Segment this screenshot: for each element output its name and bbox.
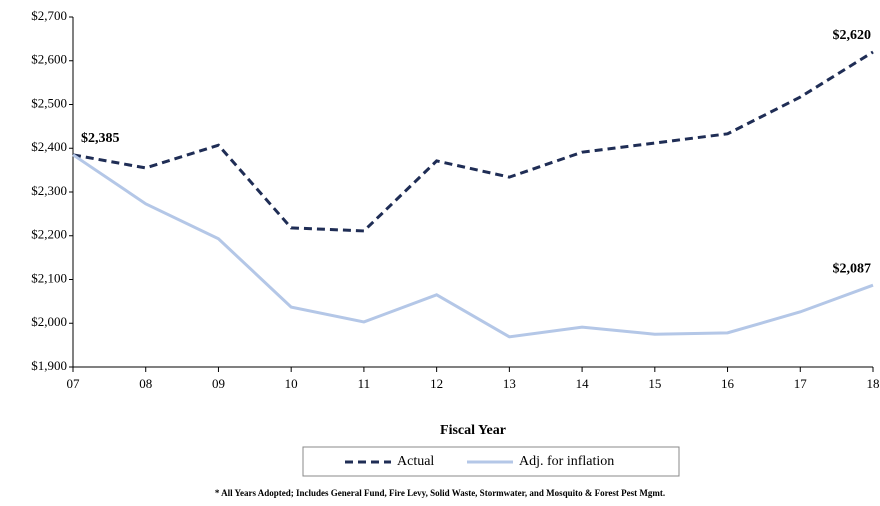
x-tick-label: 09 xyxy=(212,376,225,391)
x-tick-label: 16 xyxy=(721,376,735,391)
series-line xyxy=(72,50,874,233)
x-tick-label: 17 xyxy=(794,376,808,391)
y-tick-label: $1,900 xyxy=(31,358,67,373)
data-label: $2,620 xyxy=(833,28,872,43)
x-tick-label: 10 xyxy=(285,376,298,391)
y-tick-label: $2,000 xyxy=(31,314,67,329)
legend-label: Adj. for inflation xyxy=(519,454,614,469)
x-tick-label: 15 xyxy=(648,376,661,391)
data-label: $2,087 xyxy=(833,261,872,276)
x-tick-label: 07 xyxy=(67,376,81,391)
x-axis-title: Fiscal Year xyxy=(440,423,506,438)
x-tick-label: 08 xyxy=(139,376,152,391)
y-tick-label: $2,600 xyxy=(31,52,67,67)
x-tick-label: 13 xyxy=(503,376,516,391)
y-tick-label: $2,300 xyxy=(31,183,67,198)
y-tick-label: $2,400 xyxy=(31,139,67,154)
x-tick-label: 18 xyxy=(867,376,880,391)
y-tick-label: $2,500 xyxy=(31,95,67,110)
y-tick-label: $2,700 xyxy=(31,8,67,23)
x-tick-label: 12 xyxy=(430,376,443,391)
data-label: $2,385 xyxy=(81,131,120,146)
series-line xyxy=(72,153,874,339)
x-tick-label: 11 xyxy=(358,376,371,391)
y-tick-label: $2,200 xyxy=(31,227,67,242)
footnote: * All Years Adopted; Includes General Fu… xyxy=(215,488,665,498)
legend-box xyxy=(302,446,680,477)
legend-label: Actual xyxy=(397,454,434,469)
x-tick-label: 14 xyxy=(576,376,590,391)
y-tick-label: $2,100 xyxy=(31,270,67,285)
